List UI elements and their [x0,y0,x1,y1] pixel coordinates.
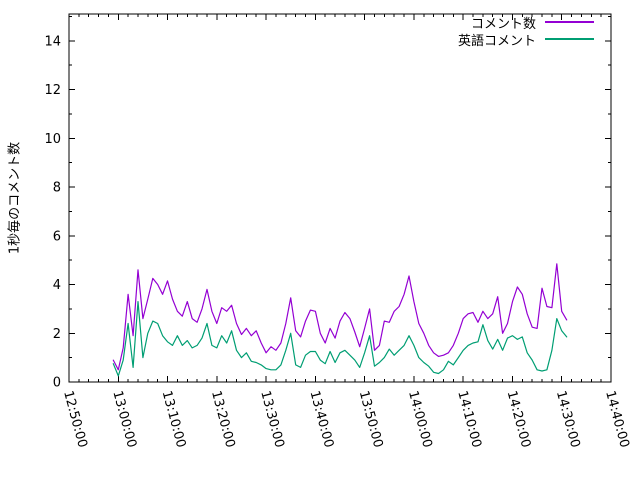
legend-label-english-comment: 英語コメント [457,33,536,49]
y-axis-title: 1秒毎のコメント数 [7,141,23,255]
legend-line-sample-comment-count [545,21,594,23]
y-tick-label: 2 [53,327,61,342]
x-tick-label: 14:30:00 [553,389,583,449]
x-tick-label: 14:00:00 [405,389,435,449]
x-axis-tick-labels: 12:50:00 13:00:00 13:10:00 13:20:00 13:30:00… [60,389,632,449]
x-tick-label: 12:50:00 [60,389,90,449]
y-tick-label: 8 [53,181,61,196]
x-tick-label: 13:20:00 [208,389,238,449]
series-line-0 [112,263,568,371]
axis-ticks [68,14,612,383]
legend-item-english-comment: 英語コメント [457,31,594,49]
legend-item-comment-count: コメント数 [458,14,594,32]
x-tick-label: 13:30:00 [257,389,287,449]
legend-line-sample-english-comment [545,38,594,40]
x-tick-label: 14:20:00 [504,389,534,449]
y-tick-label: 12 [44,83,61,98]
legend-label-comment-count: コメント数 [470,16,536,32]
x-tick-label: 14:10:00 [454,389,484,449]
y-tick-label: 4 [53,278,61,293]
x-tick-label: 13:40:00 [306,389,336,449]
y-tick-label: 10 [44,132,61,147]
y-axis-tick-labels: 0 2 4 6 8 10 12 14 [44,34,61,390]
series-line-1 [112,301,568,377]
x-tick-label: 14:40:00 [602,389,632,449]
y-tick-label: 14 [44,34,61,49]
x-tick-label: 13:10:00 [159,389,189,449]
plot-frame [68,13,612,383]
y-tick-label: 6 [53,229,61,244]
legend: コメント数 英語コメント [457,14,594,49]
y-tick-label: 0 [53,376,61,391]
x-tick-label: 13:50:00 [356,389,386,449]
x-tick-label: 13:00:00 [109,389,139,449]
